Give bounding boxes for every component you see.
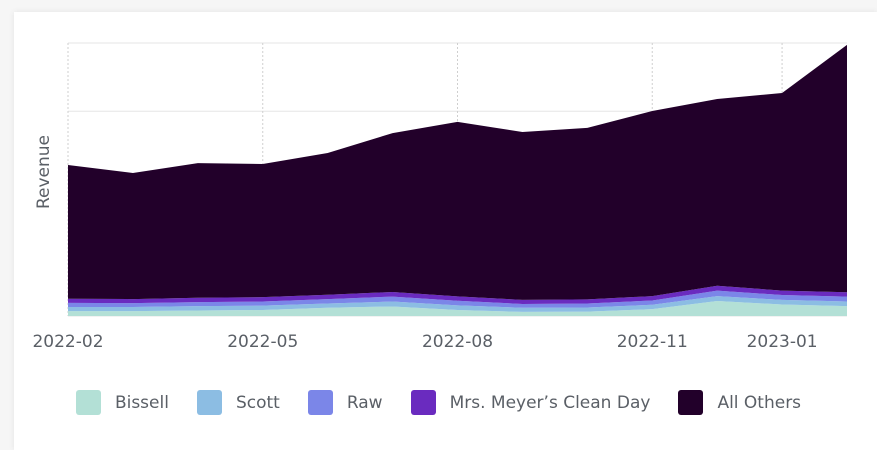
legend-item[interactable]: Raw	[307, 390, 383, 415]
x-tick-label: 2022-11	[617, 332, 688, 352]
legend-item[interactable]: Scott	[196, 390, 280, 415]
area	[68, 44, 847, 300]
legend-item[interactable]: Mrs. Meyer’s Clean Day	[410, 390, 651, 415]
legend-item[interactable]: Bissell	[75, 390, 169, 415]
legend: Bissell Scott Raw Mrs. Meyer’s Clean Day All…	[0, 390, 877, 415]
chart: Revenue 2022-02 2022-05 2022-08 2022-11 2023…	[32, 42, 847, 352]
x-tick-label: 2022-05	[227, 332, 298, 352]
legend-swatch	[307, 390, 333, 415]
legend-label: Bissell	[114, 392, 169, 413]
area	[68, 290, 847, 308]
legend-item[interactable]: All Others	[678, 390, 801, 415]
legend-label: Scott	[235, 392, 280, 413]
legend-label: Raw	[346, 392, 383, 413]
area	[68, 300, 847, 316]
legend-swatch	[410, 390, 436, 415]
area	[68, 285, 847, 304]
x-tick-label: 2023-01	[747, 332, 818, 352]
x-tick-label: 2022-08	[422, 332, 493, 352]
legend-swatch	[196, 390, 222, 415]
area	[68, 296, 847, 312]
y-axis-label: Revenue	[34, 135, 54, 209]
legend-swatch	[678, 390, 704, 415]
legend-label: Mrs. Meyer’s Clean Day	[449, 392, 651, 413]
legend-label: All Others	[717, 392, 802, 413]
x-tick-label: 2022-02	[32, 332, 103, 352]
legend-swatch	[75, 390, 101, 415]
